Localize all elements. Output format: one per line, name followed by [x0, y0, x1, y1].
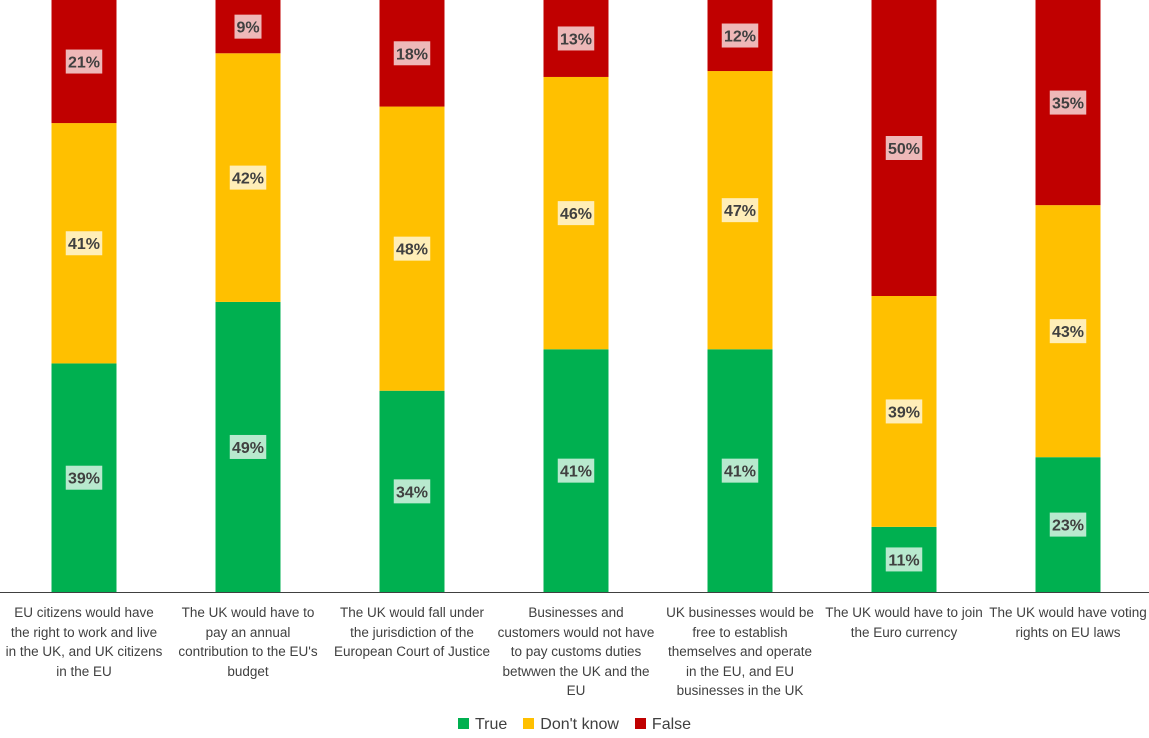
data-label-background — [885, 136, 923, 160]
data-label: 49% — [232, 440, 264, 457]
data-label: 34% — [396, 484, 428, 501]
data-label-background — [393, 236, 431, 261]
legend-item: False — [634, 716, 692, 734]
data-label: 48% — [396, 242, 428, 259]
data-label-background — [721, 458, 759, 483]
data-label: 41% — [724, 464, 756, 481]
data-label-background — [885, 547, 923, 572]
data-label-background — [393, 41, 431, 66]
category-label: The UK would have voting rights on EU la… — [989, 605, 1147, 640]
data-label-background — [65, 231, 103, 256]
data-label: 39% — [68, 471, 100, 488]
legend: True Don't know False — [0, 716, 1149, 734]
data-label: 9% — [236, 20, 259, 37]
data-label-background — [557, 201, 595, 226]
data-label-background — [1049, 512, 1087, 537]
data-label-background — [229, 165, 267, 190]
category-label: The UK would fall under the jurisdiction… — [333, 605, 491, 659]
legend-swatch — [634, 718, 646, 730]
data-label: 46% — [560, 206, 592, 223]
data-label: 50% — [888, 141, 920, 158]
stacked-bar-chart: 39% 41% 21% 49% 42% 9% 34% 48% 18% 41% 46% 13% 41% 47… — [0, 0, 1149, 593]
data-label-background — [234, 14, 262, 39]
data-label-background — [393, 479, 431, 504]
legend-label: Don't know — [540, 716, 619, 733]
data-label-background — [1049, 319, 1087, 344]
data-label: 41% — [68, 236, 100, 253]
data-label: 41% — [560, 464, 592, 481]
data-label: 11% — [888, 552, 919, 569]
data-label: 43% — [1052, 324, 1084, 341]
data-label-background — [229, 434, 267, 459]
data-label-background — [557, 26, 595, 51]
data-label: 18% — [396, 46, 428, 63]
legend-item: True — [457, 716, 508, 734]
legend-swatch — [523, 718, 535, 730]
legend-item: Don't know — [523, 716, 619, 734]
data-label-background — [557, 458, 595, 483]
data-label: 23% — [1052, 518, 1084, 535]
category-label: UK businesses would be free to establish… — [666, 605, 814, 698]
data-label: 39% — [888, 404, 920, 421]
data-label-background — [65, 465, 103, 490]
data-label: 47% — [724, 203, 756, 220]
data-label-background — [721, 23, 759, 48]
category-label: Businesses and customers would not have … — [497, 605, 655, 698]
data-label-background — [885, 399, 923, 424]
data-label: 12% — [724, 29, 756, 46]
category-label: The UK would have to join the Euro curre… — [825, 605, 983, 640]
data-label-background — [721, 198, 759, 223]
category-label: EU citizens would have the right to work… — [5, 605, 163, 679]
category-label: The UK would have to pay an annual contr… — [178, 605, 318, 679]
legend-label: True — [474, 716, 508, 733]
data-label: 35% — [1052, 96, 1084, 113]
data-label-background — [65, 49, 103, 74]
legend-swatch — [457, 718, 469, 730]
data-label: 13% — [560, 31, 592, 48]
data-label-background — [1049, 90, 1087, 115]
legend-label: False — [651, 716, 692, 733]
data-label: 42% — [232, 171, 264, 188]
data-label: 21% — [68, 55, 100, 72]
